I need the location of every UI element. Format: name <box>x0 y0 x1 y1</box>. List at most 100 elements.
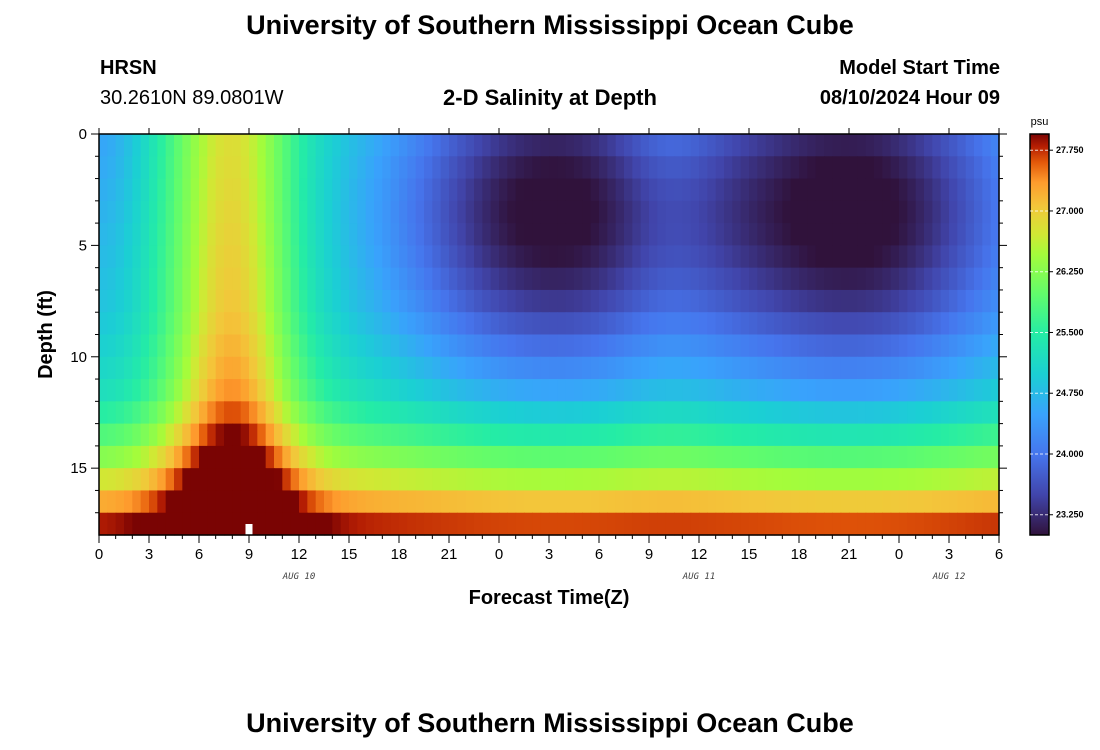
heatmap-cell <box>949 512 958 536</box>
heatmap-cell <box>957 356 967 380</box>
heatmap-cell <box>540 245 550 269</box>
heatmap-cell <box>932 512 942 536</box>
heatmap-cell <box>690 379 700 402</box>
heatmap-cell <box>190 512 200 536</box>
heatmap-cell <box>540 445 550 469</box>
heatmap-cell <box>949 134 958 157</box>
heatmap-cell <box>557 401 567 425</box>
heatmap-cell <box>307 223 317 246</box>
heatmap-cell <box>290 512 300 536</box>
x-tick-label: 9 <box>245 546 253 563</box>
heatmap-cell <box>307 445 317 469</box>
heatmap-cell <box>807 156 817 180</box>
heatmap-cell <box>324 156 333 180</box>
heatmap-cell <box>915 334 925 358</box>
heatmap-cell <box>465 490 475 514</box>
heatmap-cell <box>107 445 117 469</box>
heatmap-cell <box>624 289 633 313</box>
heatmap-cell <box>549 200 558 224</box>
heatmap-cell <box>624 445 633 469</box>
heatmap-cell <box>599 267 608 291</box>
heatmap-cell <box>607 356 617 380</box>
heatmap-cell <box>749 356 758 380</box>
heatmap-cell <box>332 445 342 469</box>
heatmap-cell <box>649 401 658 425</box>
heatmap-cell <box>774 267 783 291</box>
heatmap-cell <box>365 289 375 313</box>
heatmap-cell <box>732 200 742 224</box>
heatmap-cell <box>540 200 550 224</box>
heatmap-cell <box>132 468 142 492</box>
station-coords: 30.2610N 89.0801W <box>100 87 284 109</box>
heatmap-cell <box>265 423 275 447</box>
heatmap-cell <box>374 267 383 291</box>
heatmap-cell <box>957 223 967 246</box>
heatmap-cell <box>232 223 242 246</box>
heatmap-cell <box>474 223 483 246</box>
heatmap-cell <box>232 490 242 514</box>
heatmap-cell <box>649 156 658 180</box>
heatmap-cell <box>499 379 508 402</box>
heatmap-cell <box>357 490 367 514</box>
heatmap-cell <box>732 156 742 180</box>
heatmap-cell <box>740 245 750 269</box>
heatmap-cell <box>124 200 133 224</box>
heatmap-cell <box>924 312 933 336</box>
heatmap-cell <box>424 223 433 246</box>
heatmap-cell <box>890 267 900 291</box>
heatmap-cell <box>682 512 692 536</box>
heatmap-cell <box>199 468 208 492</box>
heatmap-cell <box>632 134 642 157</box>
heatmap-cell <box>965 178 975 202</box>
heatmap-cell <box>982 289 992 313</box>
heatmap-cell <box>449 312 458 336</box>
heatmap-cell <box>615 490 625 514</box>
heatmap-cell <box>965 156 975 180</box>
heatmap-cell <box>724 401 733 425</box>
heatmap-cell <box>665 512 675 536</box>
heatmap-cell <box>940 245 950 269</box>
heatmap-cell <box>740 334 750 358</box>
heatmap-cell <box>857 200 867 224</box>
heatmap-cell <box>532 356 542 380</box>
heatmap-cell <box>790 223 800 246</box>
heatmap-cell <box>557 289 567 313</box>
heatmap-cell <box>790 356 800 380</box>
heatmap-cell <box>265 178 275 202</box>
heatmap-cell <box>940 379 950 402</box>
heatmap-cell <box>407 134 417 157</box>
heatmap-cell <box>515 245 525 269</box>
heatmap-cell <box>232 445 242 469</box>
heatmap-cell <box>840 490 850 514</box>
heatmap-cell <box>215 267 225 291</box>
heatmap-cell <box>432 468 442 492</box>
heatmap-cell <box>107 245 117 269</box>
heatmap-cell <box>190 178 200 202</box>
heatmap-cell <box>740 312 750 336</box>
heatmap-cell <box>840 267 850 291</box>
heatmap-cell <box>699 312 708 336</box>
heatmap-cell <box>699 468 708 492</box>
heatmap-cell <box>807 134 817 157</box>
heatmap-cell <box>365 445 375 469</box>
heatmap-cell <box>724 200 733 224</box>
heatmap-cell <box>715 289 725 313</box>
heatmap-cell <box>640 178 650 202</box>
heatmap-cell <box>874 445 883 469</box>
heatmap-cell <box>665 334 675 358</box>
heatmap-cell <box>257 423 267 447</box>
heatmap-cell <box>282 134 292 157</box>
heatmap-cell <box>674 156 683 180</box>
heatmap-cell <box>657 178 667 202</box>
heatmap-cell <box>315 267 325 291</box>
heatmap-cell <box>457 401 467 425</box>
heatmap-cell <box>940 289 950 313</box>
heatmap-cell <box>932 156 942 180</box>
heatmap-cell <box>882 223 892 246</box>
heatmap-cell <box>449 223 458 246</box>
heatmap-cell <box>482 334 492 358</box>
heatmap-cell <box>774 245 783 269</box>
heatmap-cell <box>599 312 608 336</box>
heatmap-cell <box>740 379 750 402</box>
heatmap-cell <box>257 156 267 180</box>
